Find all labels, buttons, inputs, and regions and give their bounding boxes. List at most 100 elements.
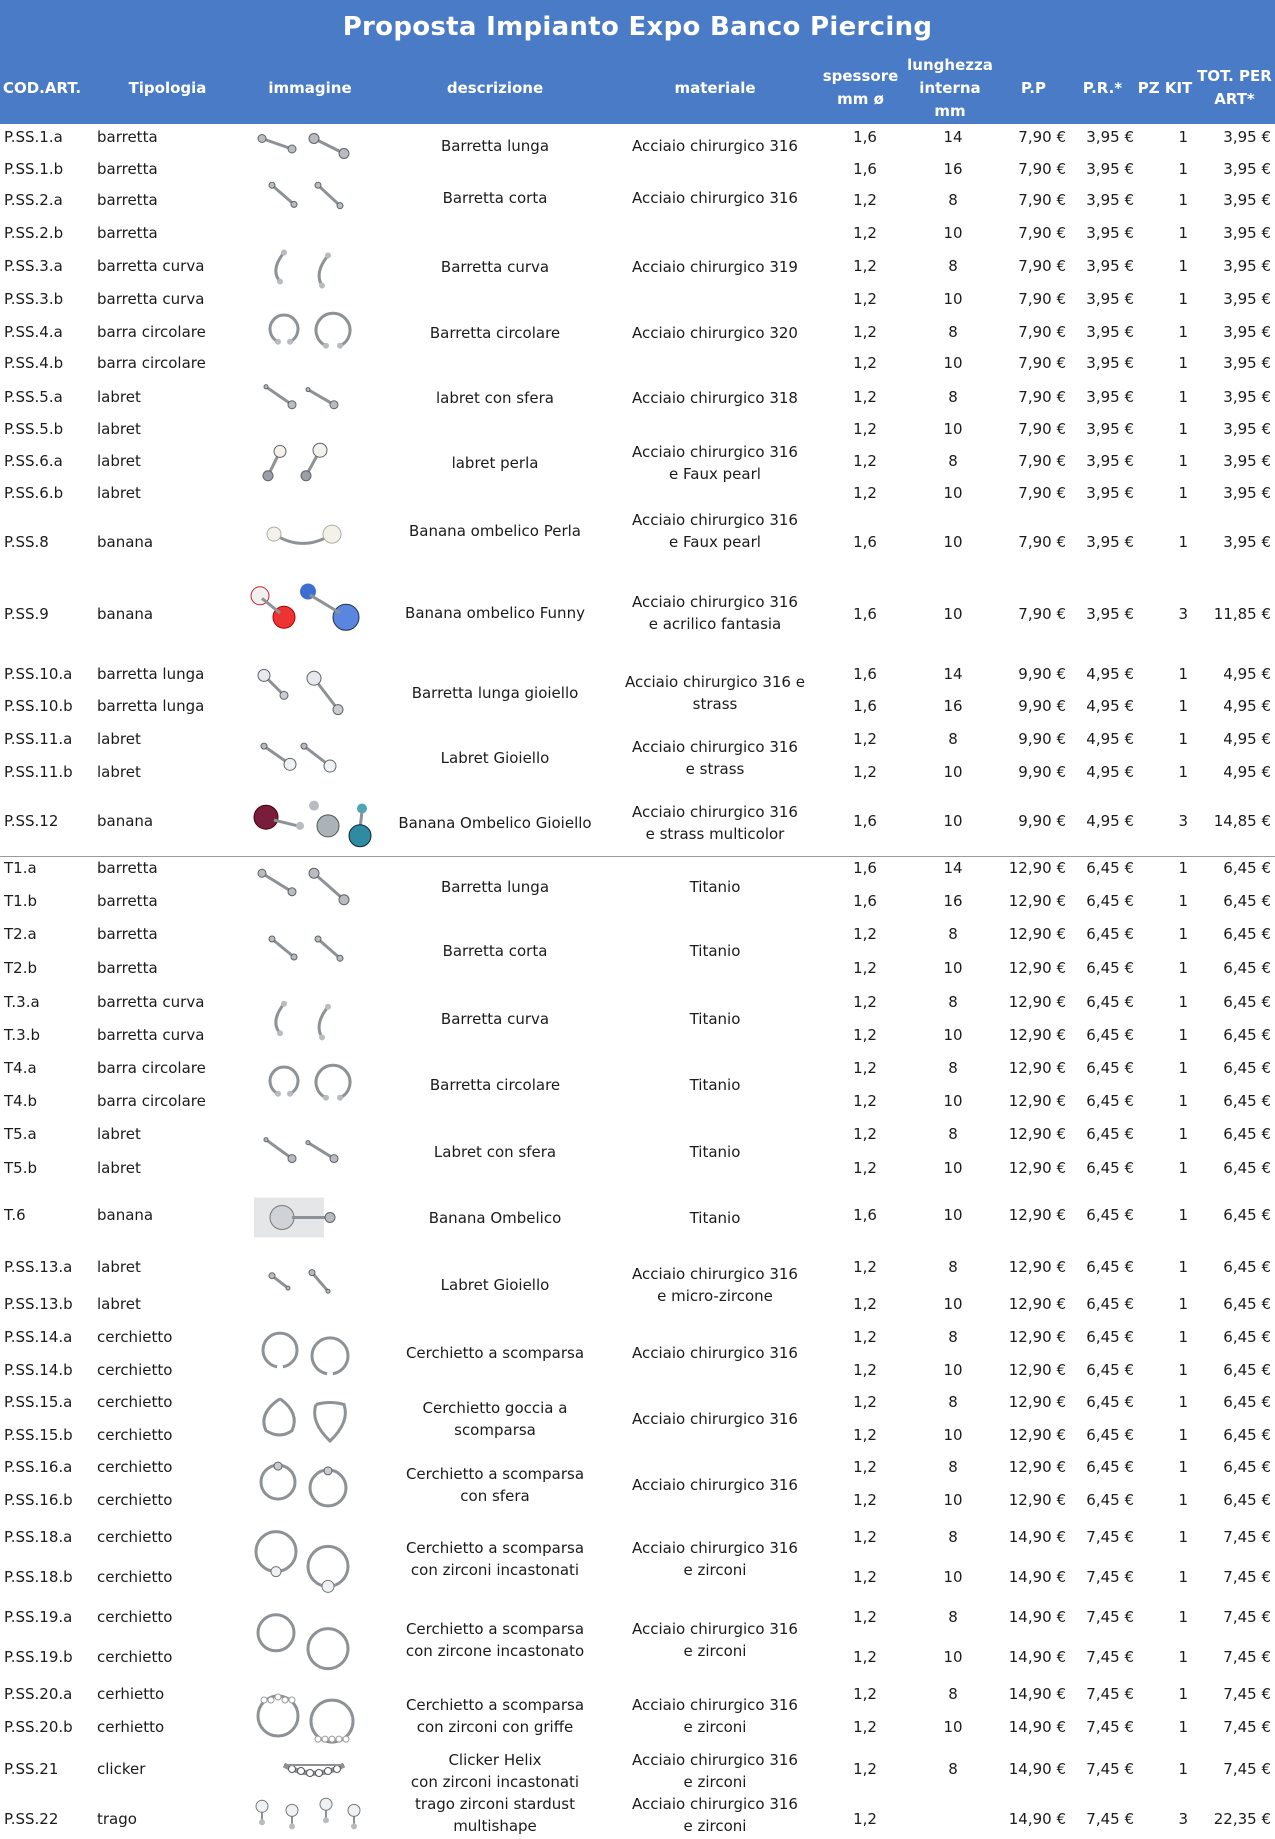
cell-pp: 7,90 € — [1018, 257, 1066, 275]
cell-pr: 6,45 € — [1086, 1393, 1134, 1411]
cell-cod: P.SS.22 — [4, 1810, 59, 1828]
cell-pp: 12,90 € — [1008, 1491, 1066, 1509]
cell-cod: T4.a — [4, 1059, 37, 1077]
cell-pp: 7,90 € — [1018, 533, 1066, 551]
cell-descrizione: Barretta curva — [440, 258, 550, 276]
cell-lunghezza: 8 — [948, 191, 958, 209]
cell-tot: 7,45 € — [1223, 1760, 1271, 1778]
cell-cod: P.SS.4.a — [4, 323, 63, 341]
cell-descrizione: Barretta curva — [440, 1009, 550, 1028]
cell-tipologia: barretta — [97, 191, 158, 209]
cell-pzkit: 1 — [1178, 1685, 1188, 1703]
cell-materiale: Acciaio chirurgico 316 e Faux pearl — [632, 511, 798, 551]
cell-pzkit: 1 — [1178, 1258, 1188, 1276]
cell-cod: P.SS.20.a — [4, 1685, 73, 1703]
cell-lunghezza: 8 — [948, 1258, 958, 1276]
cell-pp: 12,90 € — [1008, 1328, 1066, 1346]
cell-cod: P.SS.14.a — [4, 1328, 73, 1346]
banana-icon — [246, 1187, 374, 1248]
cell-spessore: 1,2 — [853, 191, 877, 209]
cell-pr: 6,45 € — [1086, 1092, 1134, 1110]
cell-spessore: 1,2 — [853, 484, 877, 502]
cell-descrizione: Cerchietto a scomparsa con sfera — [405, 1465, 585, 1505]
cell-pzkit: 1 — [1178, 323, 1188, 341]
cell-spessore: 1,6 — [853, 812, 877, 830]
cell-pr: 6,45 € — [1086, 1295, 1134, 1313]
cell-tipologia: cerchietto — [97, 1608, 173, 1626]
cell-pr: 6,45 € — [1086, 859, 1134, 877]
cell-pr: 6,45 € — [1086, 1361, 1134, 1379]
cell-cod: P.SS.14.b — [4, 1361, 73, 1379]
cell-pp: 12,90 € — [1008, 859, 1066, 877]
cell-pzkit: 1 — [1178, 484, 1188, 502]
cell-pzkit: 1 — [1178, 1059, 1188, 1077]
cell-lunghezza: 8 — [948, 1458, 958, 1476]
cell-lunghezza: 8 — [948, 1125, 958, 1143]
cell-pp: 14,90 € — [1008, 1648, 1066, 1666]
cell-pzkit: 1 — [1178, 290, 1188, 308]
cell-tipologia: labret — [97, 484, 141, 502]
cell-pp: 12,90 € — [1008, 1159, 1066, 1177]
cell-spessore: 1,2 — [853, 1458, 877, 1476]
cell-materiale: Acciaio chirurgico 316 e Faux pearl — [632, 443, 798, 483]
cell-cod: T.6 — [4, 1206, 26, 1224]
cell-tot: 4,95 € — [1223, 730, 1271, 748]
cell-descrizione: trago zirconi stardust multishape — [415, 1794, 575, 1835]
cell-lunghezza: 8 — [948, 925, 958, 943]
cell-pzkit: 1 — [1178, 354, 1188, 372]
cell-pzkit: 1 — [1178, 993, 1188, 1011]
cell-pzkit: 1 — [1178, 925, 1188, 943]
cell-pr: 3,95 € — [1086, 290, 1134, 308]
cell-cod: P.SS.21 — [4, 1760, 59, 1778]
cell-lunghezza: 8 — [948, 1328, 958, 1346]
cell-tipologia: labret — [97, 1125, 141, 1143]
cell-pp: 12,90 € — [1008, 1125, 1066, 1143]
cell-materiale: Acciaio chirurgico 316 e zirconi — [632, 1696, 798, 1736]
cell-tot: 6,45 € — [1223, 1295, 1271, 1313]
cell-pr: 6,45 € — [1086, 1159, 1134, 1177]
cell-pzkit: 1 — [1178, 452, 1188, 470]
cell-lunghezza: 8 — [948, 1760, 958, 1778]
cell-pp: 14,90 € — [1008, 1718, 1066, 1736]
section-divider — [0, 856, 1275, 857]
cell-lunghezza: 10 — [943, 354, 963, 372]
cell-pp: 12,90 € — [1008, 1059, 1066, 1077]
cell-tot: 3,95 € — [1223, 533, 1271, 551]
page-title: Proposta Impianto Expo Banco Piercing — [342, 12, 933, 42]
cell-tot: 6,45 € — [1223, 1393, 1271, 1411]
cell-tot: 22,35 € — [1213, 1810, 1271, 1828]
cell-spessore: 1,2 — [853, 1760, 877, 1778]
cell-pp: 12,90 € — [1008, 959, 1066, 977]
cell-spessore: 1,6 — [853, 533, 877, 551]
cell-pr: 6,45 € — [1086, 925, 1134, 943]
circular-barbell-icon — [246, 302, 374, 364]
cell-cod: P.SS.13.b — [4, 1295, 73, 1313]
header-pzkit: PZ KIT — [1137, 78, 1193, 97]
jewel-barbell-icon — [246, 662, 374, 723]
cell-pp: 9,90 € — [1018, 812, 1066, 830]
table-header: Proposta Impianto Expo Banco Piercing CO… — [0, 0, 1275, 124]
cell-materiale: Acciaio chirurgico 316 — [632, 136, 798, 155]
cell-tipologia: barretta — [97, 128, 158, 146]
cell-pzkit: 1 — [1178, 1718, 1188, 1736]
cell-lunghezza: 8 — [948, 993, 958, 1011]
cell-pzkit: 1 — [1178, 1608, 1188, 1626]
cell-spessore: 1,2 — [853, 1258, 877, 1276]
cell-pr: 6,45 € — [1086, 959, 1134, 977]
cell-cod: P.SS.15.a — [4, 1393, 73, 1411]
cell-lunghezza: 10 — [943, 420, 963, 438]
cell-spessore: 1,2 — [853, 1059, 877, 1077]
cell-pp: 7,90 € — [1018, 290, 1066, 308]
cell-tipologia: cerchietto — [97, 1491, 173, 1509]
cell-pr: 7,45 € — [1086, 1810, 1134, 1828]
cell-cod: T1.a — [4, 859, 37, 877]
cell-materiale: Acciaio chirurgico 316 — [632, 189, 798, 207]
cell-materiale: Acciaio chirurgico 318 — [632, 389, 798, 407]
cell-pr: 3,95 € — [1086, 257, 1134, 275]
cell-lunghezza: 10 — [943, 290, 963, 308]
cell-tot: 7,45 € — [1223, 1568, 1271, 1586]
cell-pr: 7,45 € — [1086, 1608, 1134, 1626]
cell-spessore: 1,2 — [853, 993, 877, 1011]
cell-pr: 6,45 € — [1086, 892, 1134, 910]
cell-descrizione: Banana ombelico Perla — [409, 522, 581, 540]
